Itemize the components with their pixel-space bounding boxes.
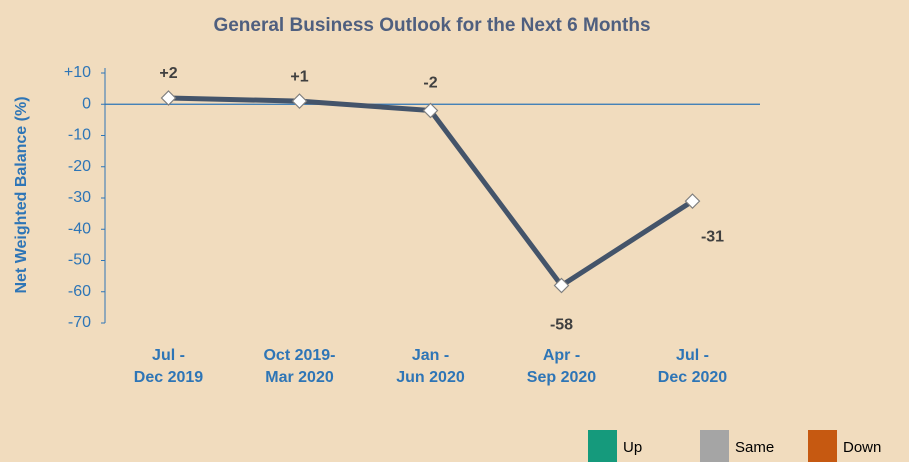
y-tick-label: -50 xyxy=(68,252,91,269)
legend-swatch xyxy=(588,430,617,462)
x-tick-label: Apr - Sep 2020 xyxy=(526,347,597,386)
x-tick-label: Jul - Dec 2020 xyxy=(657,347,728,386)
y-tick-label: 0 xyxy=(82,95,91,112)
point-marker xyxy=(553,277,570,294)
point-marker xyxy=(291,93,308,109)
legend-swatch xyxy=(808,430,837,462)
y-tick-label: +10 xyxy=(64,64,91,81)
series-line xyxy=(168,95,694,288)
y-tick-label: -70 xyxy=(68,314,91,331)
chart-title: General Business Outlook for the Next 6 … xyxy=(213,15,650,36)
point-marker xyxy=(160,90,177,106)
y-tick-label: -20 xyxy=(68,158,91,175)
y-tick-label: -30 xyxy=(68,189,91,206)
x-tick-label: Oct 2019- Mar 2020 xyxy=(263,347,336,386)
legend-label: Down xyxy=(843,439,881,456)
data-label: +1 xyxy=(290,68,308,85)
y-axis-label: Net Weighted Balance (%) xyxy=(13,96,30,293)
y-tick-label: -40 xyxy=(68,220,91,237)
x-tick-label: Jan - Jun 2020 xyxy=(396,347,465,386)
legend-swatch xyxy=(700,430,729,462)
point-marker xyxy=(684,193,701,209)
data-label: -58 xyxy=(550,317,573,334)
x-tick-label: Jul - Dec 2019 xyxy=(133,347,204,386)
y-tick-label: -10 xyxy=(68,127,91,144)
legend-label: Same xyxy=(735,439,774,456)
data-label: +2 xyxy=(159,65,177,82)
y-tick-label: -60 xyxy=(68,283,91,300)
legend-label: Up xyxy=(623,439,642,456)
data-label: -2 xyxy=(423,75,437,92)
data-label: -31 xyxy=(701,228,724,245)
point-marker xyxy=(422,102,439,119)
